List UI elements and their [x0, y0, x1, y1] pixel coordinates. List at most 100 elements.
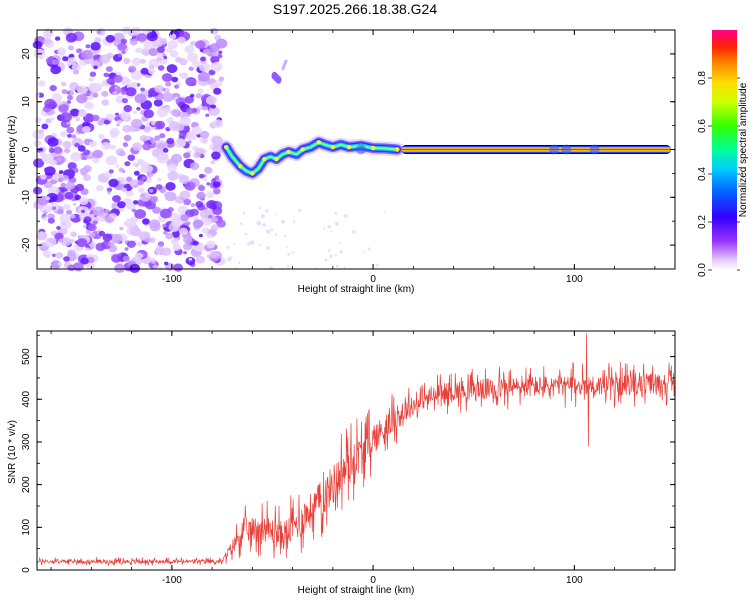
noise-speck	[129, 38, 138, 46]
colorbar-tick-label: 0.2	[697, 215, 708, 229]
noise-speck	[103, 72, 110, 78]
colorbar-tick-label: 0.8	[697, 71, 708, 85]
noise-speck	[210, 55, 220, 64]
noise-speck	[66, 209, 73, 215]
noise-speck	[206, 200, 217, 209]
noise-speck	[154, 135, 161, 141]
noise-speck	[327, 249, 331, 252]
x-tick-label: 0	[370, 575, 376, 586]
noise-speck	[334, 254, 337, 257]
carrier-bump	[356, 144, 366, 155]
noise-speck	[81, 49, 93, 60]
noise-speck	[182, 243, 192, 251]
noise-speck	[199, 209, 211, 219]
noise-speck	[108, 169, 114, 174]
noise-speck	[40, 174, 47, 180]
noise-speck	[67, 95, 73, 101]
noise-speck	[118, 167, 125, 173]
noise-speck	[38, 92, 45, 98]
noise-speck	[51, 132, 57, 137]
noise-speck	[83, 174, 92, 182]
x-tick-label: -100	[162, 575, 182, 586]
noise-speck	[58, 238, 64, 243]
noise-speck	[165, 182, 176, 191]
noise-speck	[120, 114, 129, 122]
noise-speck	[247, 242, 251, 246]
snr-series-line	[36, 333, 676, 566]
noise-speck	[47, 217, 55, 224]
noise-speck	[98, 230, 106, 237]
noise-speck	[203, 177, 208, 181]
noise-speck	[43, 38, 52, 45]
noise-speck	[157, 153, 169, 164]
noise-speck	[170, 238, 179, 245]
noise-speck	[88, 232, 96, 238]
noise-speck	[154, 120, 166, 130]
noise-speck	[106, 187, 113, 192]
noise-speck	[139, 135, 148, 142]
noise-speck	[189, 162, 200, 171]
noise-speck	[171, 230, 180, 238]
noise-speck	[183, 251, 187, 255]
noise-speck	[105, 113, 115, 121]
noise-speck	[124, 161, 131, 167]
noise-speck	[105, 216, 114, 224]
noise-speck	[339, 242, 342, 245]
noise-speck	[82, 125, 91, 134]
noise-speck	[65, 32, 78, 43]
noise-speck	[148, 64, 155, 70]
noise-speck	[107, 191, 111, 195]
noise-speck	[115, 164, 120, 168]
noise-speck	[292, 220, 296, 223]
noise-speck	[221, 261, 224, 264]
noise-speck	[52, 253, 56, 257]
noise-speck	[138, 159, 146, 166]
x-tick-label: -100	[162, 274, 182, 285]
noise-speck	[44, 98, 56, 109]
noise-speck	[88, 224, 97, 232]
noise-speck	[202, 106, 208, 111]
noise-speck	[156, 46, 165, 54]
noise-speck	[200, 216, 208, 223]
noise-speck	[185, 221, 191, 226]
noise-speck	[165, 81, 172, 87]
noise-speck	[121, 98, 128, 104]
noise-speck	[330, 230, 333, 233]
noise-speck	[128, 30, 136, 37]
noise-speck	[74, 142, 80, 148]
noise-speck	[114, 263, 126, 273]
noise-speck	[172, 243, 181, 251]
noise-speck	[110, 131, 118, 138]
noise-speck	[108, 178, 119, 188]
noise-speck	[136, 200, 144, 206]
noise-speck	[76, 85, 88, 95]
noise-speck	[166, 64, 178, 74]
noise-speck	[183, 116, 189, 121]
noise-speck	[195, 201, 204, 208]
noise-speck	[56, 226, 61, 230]
noise-speck	[62, 204, 71, 211]
noise-speck	[50, 65, 62, 75]
noise-speck	[142, 218, 150, 225]
y-tick-label: 0	[21, 146, 32, 152]
snr-axes[interactable]: -100 0 100 0 100 200 300 400 500	[21, 330, 676, 586]
noise-speck	[167, 163, 177, 172]
noise-speck	[67, 133, 72, 138]
noise-speck	[183, 236, 192, 244]
noise-speck	[191, 126, 202, 135]
noise-speck	[136, 33, 148, 42]
noise-speck	[146, 31, 158, 42]
noise-speck	[323, 227, 326, 230]
noise-speck	[180, 214, 189, 222]
noise-speck	[258, 222, 262, 226]
noise-speck	[156, 107, 169, 118]
noise-speck	[211, 216, 219, 223]
noise-speck	[218, 76, 225, 82]
noise-speck	[154, 85, 164, 93]
noise-speck	[175, 56, 183, 63]
noise-speck	[47, 137, 59, 147]
noise-speck	[64, 191, 74, 200]
noise-speck	[74, 194, 82, 201]
spectrogram-xlabel: Height of straight line (km)	[298, 284, 415, 295]
